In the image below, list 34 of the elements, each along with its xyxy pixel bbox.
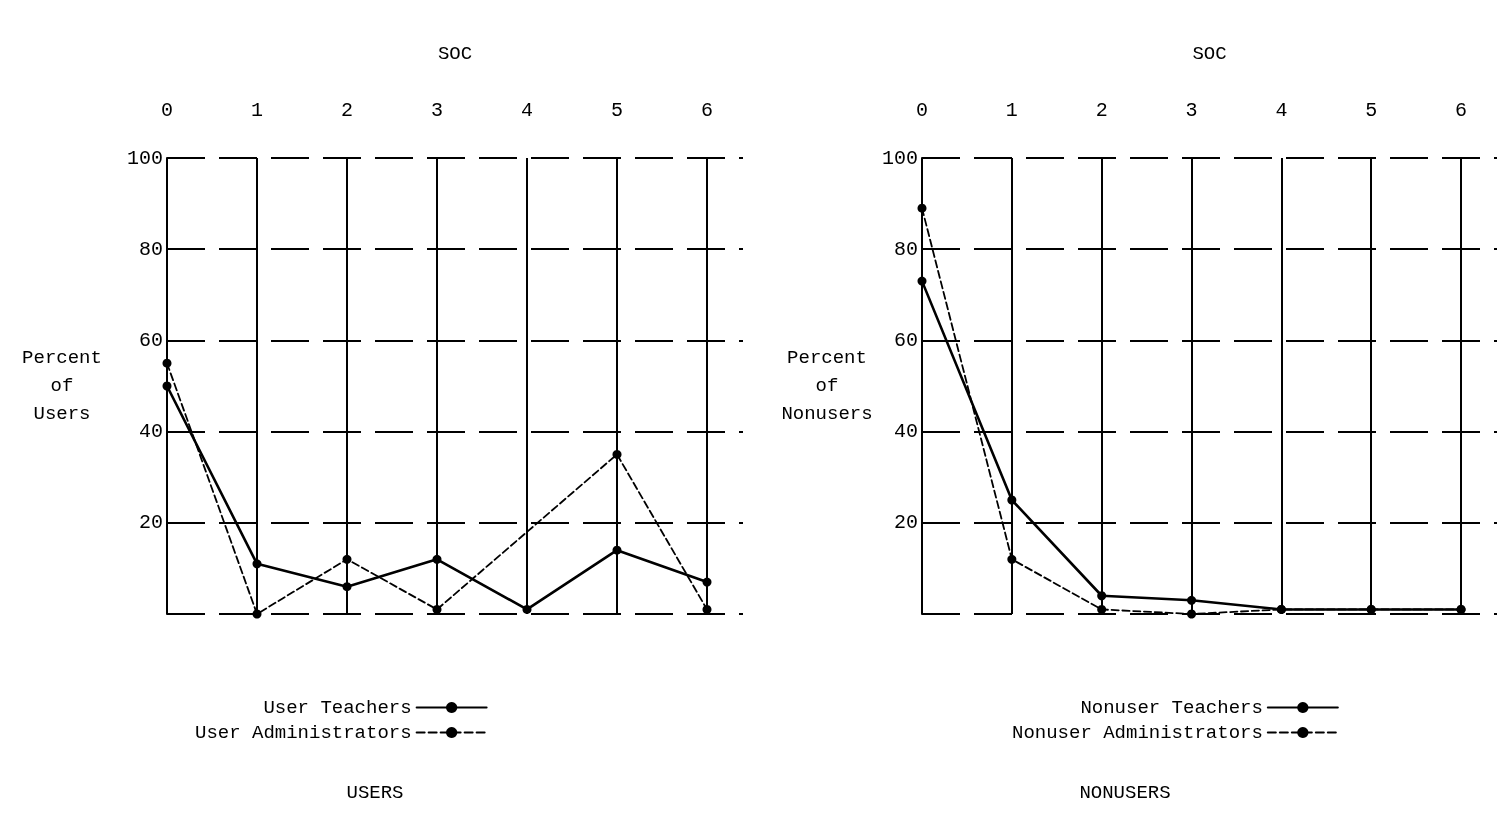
x-tick-label: 5 <box>610 98 624 122</box>
y-tick-label: 80 <box>893 237 918 261</box>
x-tick-label: 3 <box>430 98 444 122</box>
y-tick-label: 40 <box>893 420 918 444</box>
x-tick-label: 1 <box>250 98 264 122</box>
x-tick-label: 6 <box>1455 98 1468 122</box>
y-tick-label: 20 <box>138 511 163 535</box>
y-tick-label: 80 <box>138 237 163 261</box>
y-tick-label: 60 <box>893 328 918 352</box>
legend-label: User Administrators <box>194 721 412 744</box>
x-tick-label: 2 <box>340 98 354 122</box>
x-tick-label: 0 <box>160 98 174 122</box>
legend-label: User Teachers <box>263 696 412 719</box>
y-axis-title: Percent of Nonusers <box>781 347 873 425</box>
y-tick-label: 40 <box>138 420 163 444</box>
y-axis-title: Percent of Users <box>22 347 102 425</box>
x-tick-label: 4 <box>1275 98 1288 122</box>
x-tick-label: 4 <box>520 98 534 122</box>
x-axis-title: SOC <box>437 42 473 65</box>
y-tick-label: 60 <box>138 328 163 352</box>
legend-label: Nonuser Administrators <box>1012 721 1263 744</box>
text: NONUSERS <box>1079 781 1171 804</box>
x-tick-label: 0 <box>915 98 929 122</box>
x-tick-label: 2 <box>1095 98 1108 122</box>
x-tick-label: 6 <box>700 98 714 122</box>
x-tick-label: 5 <box>1365 98 1378 122</box>
x-tick-label: 3 <box>1185 98 1198 122</box>
legend-label: Nonuser Teachers <box>1080 696 1263 719</box>
y-tick-label: 100 <box>881 146 918 170</box>
text: USERS <box>346 781 404 804</box>
x-tick-label: 1 <box>1005 98 1018 122</box>
y-tick-label: 20 <box>893 511 918 535</box>
y-tick-label: 100 <box>126 146 163 170</box>
x-axis-title: SOC <box>1192 42 1227 65</box>
